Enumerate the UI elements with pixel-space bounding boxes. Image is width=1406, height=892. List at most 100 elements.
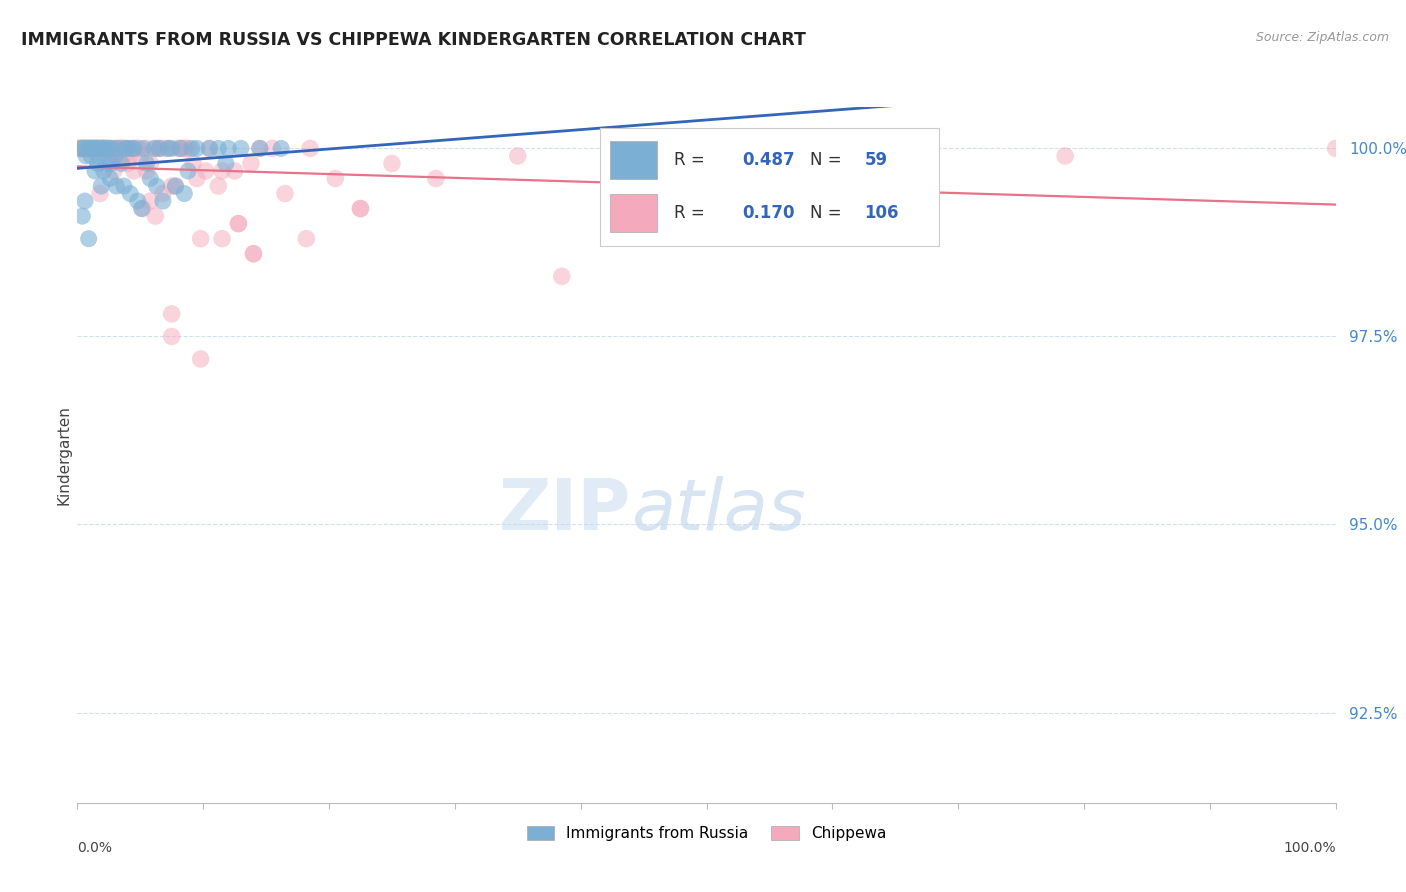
Point [70, 141, 93, 155]
Point [76, 141, 98, 155]
Point [229, 141, 252, 155]
Point [93, 164, 115, 178]
Point [93, 141, 115, 155]
Point [94, 141, 117, 155]
Point [80, 149, 103, 163]
Point [103, 164, 125, 178]
Point [79, 141, 101, 155]
Point [87, 149, 110, 163]
Point [890, 141, 912, 155]
Point [79, 141, 101, 155]
Point [84, 141, 107, 155]
Y-axis label: Kindergarten: Kindergarten [56, 405, 72, 505]
Point [110, 141, 132, 155]
Point [165, 179, 187, 194]
Point [101, 149, 124, 163]
Point [186, 141, 208, 155]
Point [139, 194, 162, 208]
Point [262, 141, 284, 155]
Point [91, 141, 114, 155]
Point [75, 149, 97, 163]
Point [96, 141, 118, 155]
Text: 100.0%: 100.0% [1284, 841, 1336, 855]
Point [77, 141, 100, 155]
Point [135, 156, 157, 170]
Point [1324, 141, 1347, 155]
Point [148, 141, 170, 155]
Point [127, 194, 149, 208]
Point [211, 164, 233, 178]
Point [94, 141, 117, 155]
Point [148, 141, 170, 155]
Point [82, 141, 104, 155]
Point [82, 141, 104, 155]
Point [299, 141, 322, 155]
Point [152, 194, 174, 208]
Point [84, 141, 107, 155]
Point [190, 232, 212, 246]
Point [84, 141, 107, 155]
Point [86, 141, 108, 155]
Point [100, 141, 122, 155]
Point [86, 141, 108, 155]
Point [93, 141, 115, 155]
Point [143, 141, 166, 155]
Point [169, 141, 191, 155]
Point [217, 141, 239, 155]
Point [97, 141, 120, 155]
Point [194, 164, 217, 178]
Point [72, 141, 94, 155]
Point [72, 141, 94, 155]
Point [79, 141, 101, 155]
Point [131, 202, 153, 216]
Point [249, 141, 271, 155]
Point [104, 149, 127, 163]
Point [638, 164, 661, 178]
Point [215, 156, 238, 170]
Point [122, 164, 145, 178]
Point [425, 171, 447, 186]
Point [110, 141, 132, 155]
Point [169, 141, 191, 155]
Point [211, 232, 233, 246]
Point [143, 209, 166, 223]
Point [107, 141, 129, 155]
Point [156, 141, 179, 155]
Point [190, 351, 212, 366]
Point [160, 307, 183, 321]
Point [117, 141, 139, 155]
Point [72, 141, 94, 155]
Point [75, 141, 97, 155]
Point [165, 179, 187, 194]
Point [97, 156, 120, 170]
Point [70, 141, 93, 155]
Point [228, 217, 250, 231]
Point [77, 232, 100, 246]
Point [132, 141, 155, 155]
Point [120, 141, 142, 155]
Point [89, 141, 111, 155]
Point [83, 141, 105, 155]
Point [80, 141, 103, 155]
Point [110, 141, 132, 155]
Point [139, 171, 162, 186]
Point [100, 156, 122, 170]
Point [177, 164, 200, 178]
Point [349, 202, 371, 216]
Point [73, 141, 96, 155]
Point [72, 141, 94, 155]
Text: ZIP: ZIP [499, 476, 631, 545]
Point [224, 164, 246, 178]
Point [198, 141, 221, 155]
Point [1054, 149, 1077, 163]
Point [112, 149, 135, 163]
Point [84, 141, 107, 155]
Point [506, 149, 529, 163]
Point [198, 141, 221, 155]
Point [96, 156, 118, 170]
Point [91, 141, 114, 155]
Point [89, 186, 111, 201]
Point [72, 209, 94, 223]
Point [112, 179, 135, 194]
Point [117, 156, 139, 170]
